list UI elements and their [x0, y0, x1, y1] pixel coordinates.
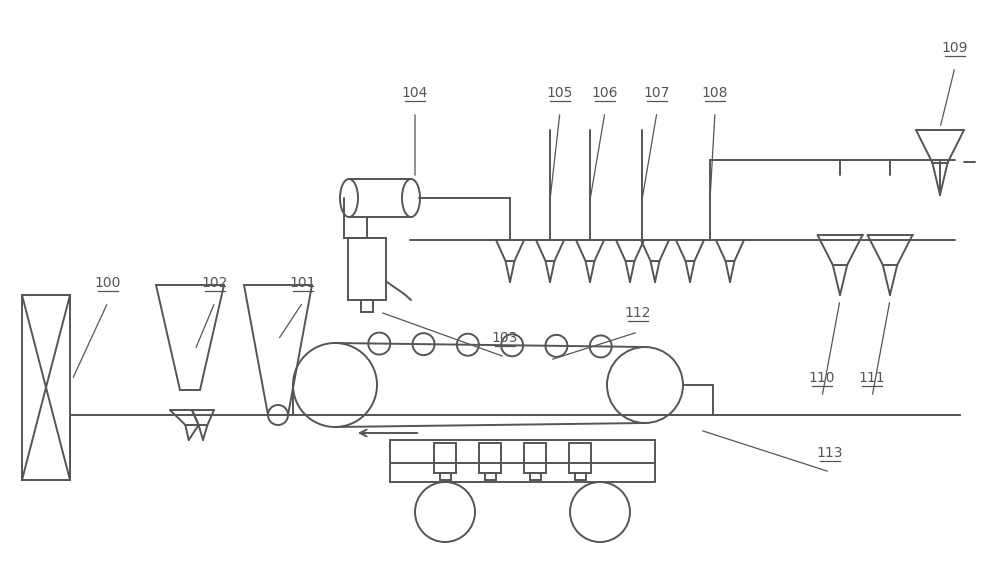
Text: 103: 103: [492, 331, 518, 345]
Text: 107: 107: [644, 86, 670, 100]
Text: 100: 100: [95, 276, 121, 290]
Bar: [390, 440, 655, 482]
Circle shape: [570, 482, 630, 542]
Circle shape: [590, 336, 612, 357]
Text: 105: 105: [547, 86, 573, 100]
Ellipse shape: [340, 179, 358, 217]
Circle shape: [368, 333, 390, 355]
Bar: [440, 473, 450, 481]
Bar: [22, 295, 70, 480]
Circle shape: [268, 405, 288, 425]
Bar: [524, 443, 546, 473]
Bar: [348, 238, 386, 300]
Text: 101: 101: [290, 276, 316, 290]
Bar: [574, 473, 586, 481]
Ellipse shape: [402, 179, 420, 217]
Circle shape: [413, 333, 435, 355]
Circle shape: [501, 334, 523, 356]
Text: 109: 109: [942, 41, 968, 55]
Bar: [479, 443, 501, 473]
Bar: [434, 443, 456, 473]
Text: 104: 104: [402, 86, 428, 100]
Bar: [530, 473, 540, 481]
Text: 111: 111: [859, 371, 885, 385]
Bar: [361, 300, 373, 312]
Text: 102: 102: [202, 276, 228, 290]
Text: 108: 108: [702, 86, 728, 100]
Bar: [349, 179, 411, 217]
Circle shape: [545, 335, 567, 357]
Text: 113: 113: [817, 446, 843, 460]
Text: 106: 106: [592, 86, 618, 100]
Bar: [569, 443, 591, 473]
Text: 112: 112: [625, 306, 651, 320]
Circle shape: [457, 334, 479, 356]
Circle shape: [607, 347, 683, 423]
Circle shape: [415, 482, 475, 542]
Bar: [484, 473, 496, 481]
Text: 110: 110: [809, 371, 835, 385]
Circle shape: [293, 343, 377, 427]
